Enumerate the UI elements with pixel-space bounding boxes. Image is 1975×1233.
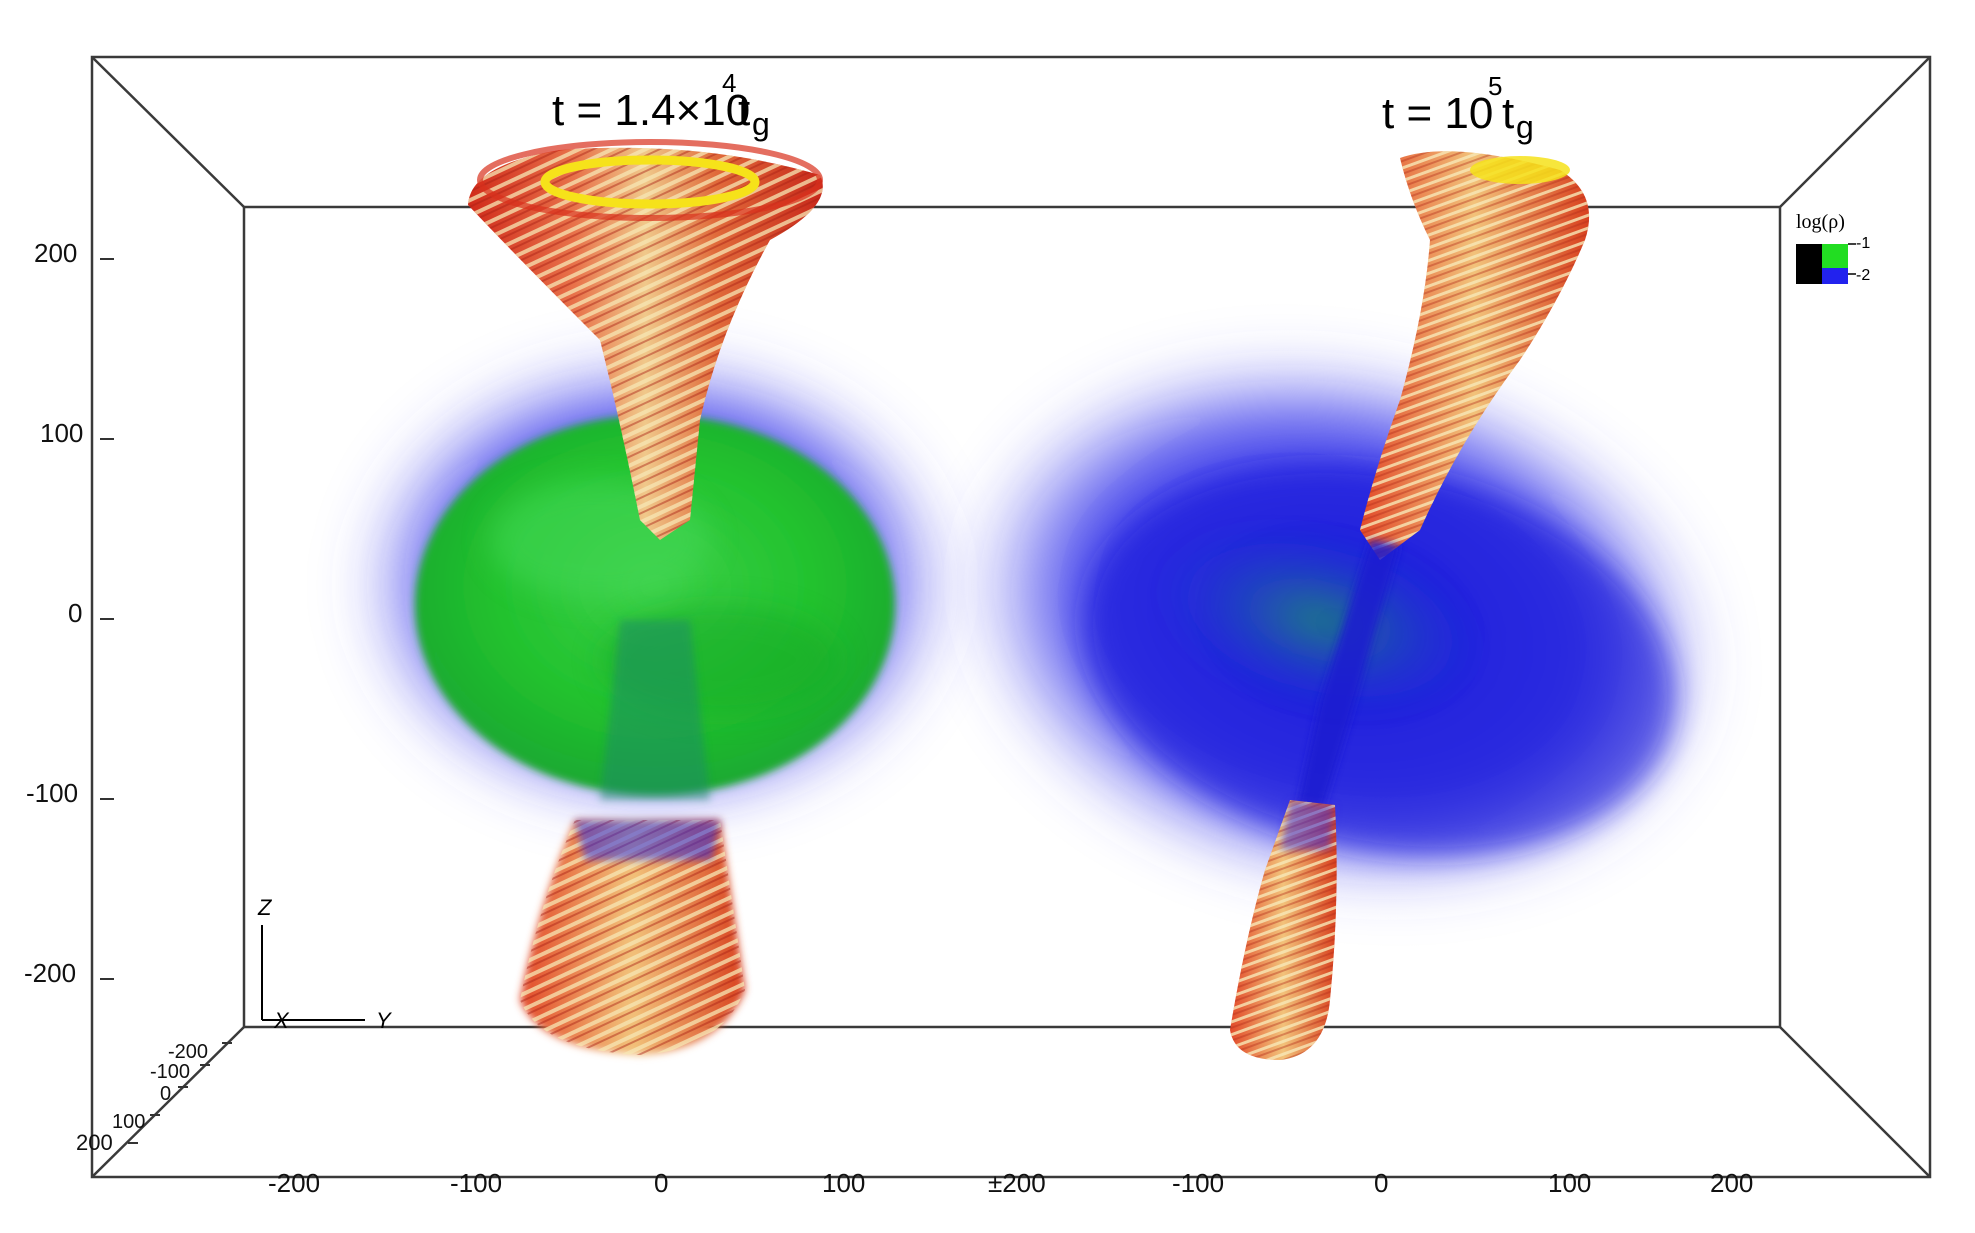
y-left-tick-minus100: -100 (450, 1168, 502, 1198)
legend-tick-low: -2 (1856, 267, 1870, 284)
right-faint-core (1153, 523, 1487, 717)
x-tick-minus200: -200 (168, 1041, 208, 1063)
title-left-main: t = 1.4×10 (552, 86, 750, 135)
z-tick-200: 200 (34, 238, 77, 268)
legend-high-swatch (1822, 244, 1848, 268)
y-axis-left: -200 -100 0 100 (268, 1168, 865, 1198)
z-tick-0: 0 (68, 598, 82, 628)
y-left-tick-0: 0 (654, 1168, 668, 1198)
title-right-unit: t (1502, 89, 1514, 138)
right-lower-jet (1230, 800, 1337, 1060)
y-right-tick-100: 100 (1548, 1168, 1591, 1198)
z-tick-minus200: -200 (24, 958, 76, 988)
y-left-tick-minus200: -200 (268, 1168, 320, 1198)
title-left-unit: t (738, 86, 750, 135)
left-lower-jet (520, 820, 745, 1055)
triad-x-label: X (273, 1008, 290, 1033)
title-left-exponent: 4 (722, 68, 736, 98)
left-jet-rim (540, 155, 760, 209)
title-left-unit-sub: g (752, 106, 770, 142)
right-simulation (964, 151, 1716, 1060)
z-tick-minus100: -100 (26, 778, 78, 808)
title-left: t = 1.4×10 4 t g (552, 68, 770, 142)
triad-y-label: Y (376, 1008, 392, 1033)
title-right: t = 10 5 t g (1382, 71, 1534, 145)
x-tick-100: 100 (112, 1111, 145, 1133)
x-tick-minus100: -100 (150, 1061, 190, 1083)
bounding-box (90, 55, 1932, 1179)
axis-triad: Z X Y (257, 895, 392, 1033)
triad-z-label: Z (257, 895, 273, 920)
right-upper-jet (1360, 151, 1590, 560)
z-tick-100: 100 (40, 418, 83, 448)
x-tick-200: 200 (76, 1130, 113, 1155)
y-left-tick-100: 100 (822, 1168, 865, 1198)
legend-tick-high: -1 (1856, 235, 1870, 252)
y-axis-right: ±200 -100 0 100 200 (988, 1168, 1753, 1198)
z-axis: 200 100 0 -100 -200 (24, 238, 114, 988)
y-right-tick-0: 0 (1374, 1168, 1388, 1198)
title-right-unit-sub: g (1516, 109, 1534, 145)
legend-low-swatch (1822, 268, 1848, 284)
x-depth-axis: -200 -100 0 100 200 (76, 1041, 232, 1155)
y-right-tick-200: 200 (1710, 1168, 1753, 1198)
title-right-exponent: 5 (1488, 71, 1502, 101)
legend-floor-swatch (1796, 244, 1822, 284)
y-right-tick-minus200: ±200 (988, 1168, 1046, 1198)
legend-title: log(ρ) (1796, 211, 1845, 233)
left-simulation (355, 139, 955, 1055)
y-right-tick-minus100: -100 (1172, 1168, 1224, 1198)
left-upper-jet (468, 139, 823, 540)
density-legend: log(ρ) -1 -2 (1796, 211, 1870, 284)
title-right-main: t = 10 (1382, 89, 1493, 138)
x-tick-0: 0 (160, 1083, 171, 1105)
